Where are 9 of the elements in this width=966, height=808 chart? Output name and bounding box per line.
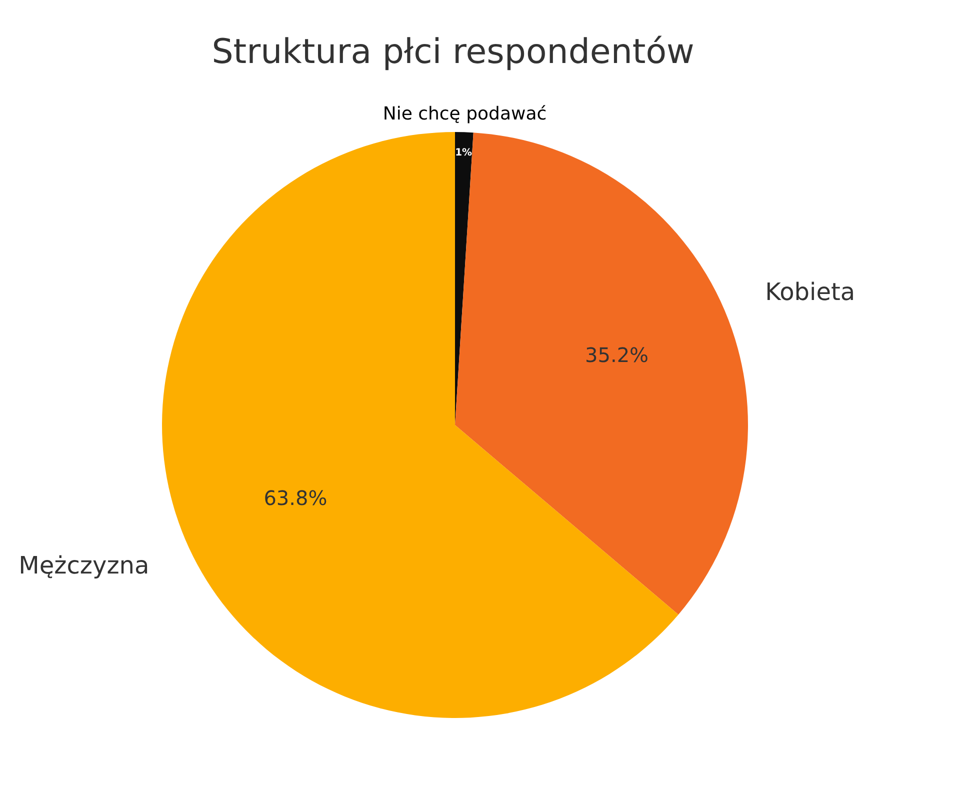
- data-label: 35.2%: [585, 343, 649, 368]
- data-label: 63.8%: [264, 486, 328, 510]
- chart-title: Struktura płci respondentów: [212, 32, 694, 72]
- slice-label: Nie chcę podawać: [382, 104, 547, 125]
- pie-slice: [162, 132, 678, 718]
- slice-label: Kobieta: [765, 278, 856, 306]
- data-label: 1%: [455, 148, 472, 159]
- slice-label: Mężczyzna: [18, 552, 150, 580]
- pie-slice: [455, 132, 748, 615]
